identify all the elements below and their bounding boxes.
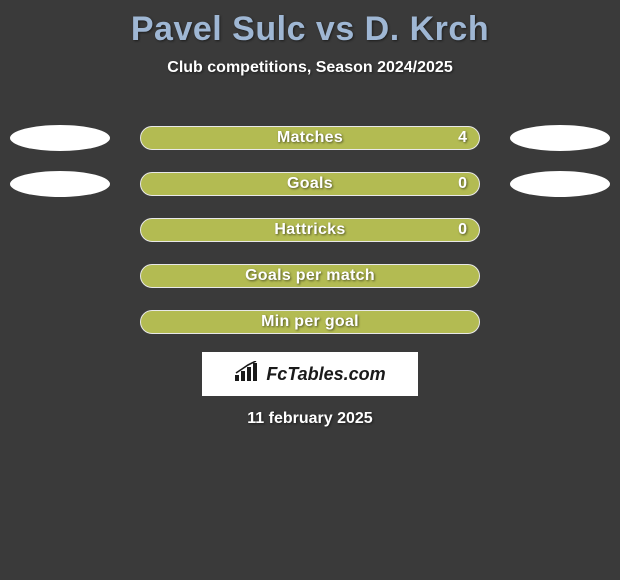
stat-row-goals-per-match: Goals per match: [0, 260, 620, 306]
stat-label: Min per goal: [261, 313, 359, 331]
stat-label: Goals per match: [245, 267, 375, 285]
right-badge: [510, 125, 610, 151]
stat-bar: Goals 0: [140, 172, 480, 196]
stat-value: 0: [458, 221, 467, 239]
stat-row-hattricks: Hattricks 0: [0, 214, 620, 260]
comparison-card: Pavel Sulc vs D. Krch Club competitions,…: [0, 0, 620, 580]
stat-label: Goals: [287, 175, 333, 193]
stat-bar: Goals per match: [140, 264, 480, 288]
source-badge: FcTables.com: [202, 352, 418, 396]
stat-bar: Min per goal: [140, 310, 480, 334]
stat-row-goals: Goals 0: [0, 168, 620, 214]
source-badge-text: FcTables.com: [266, 364, 385, 385]
stat-label: Matches: [277, 129, 343, 147]
subtitle: Club competitions, Season 2024/2025: [0, 59, 620, 77]
stat-bar: Hattricks 0: [140, 218, 480, 242]
page-title: Pavel Sulc vs D. Krch: [0, 0, 620, 49]
stat-rows: Matches 4 Goals 0 Hattricks 0 Goals per …: [0, 122, 620, 352]
stat-label: Hattricks: [274, 221, 345, 239]
right-badge: [510, 171, 610, 197]
stat-row-min-per-goal: Min per goal: [0, 306, 620, 352]
left-badge: [10, 171, 110, 197]
date-label: 11 february 2025: [0, 410, 620, 428]
bar-chart-icon: [234, 361, 260, 388]
stat-value: 0: [458, 175, 467, 193]
stat-value: 4: [458, 129, 467, 147]
left-badge: [10, 125, 110, 151]
stat-row-matches: Matches 4: [0, 122, 620, 168]
stat-bar: Matches 4: [140, 126, 480, 150]
